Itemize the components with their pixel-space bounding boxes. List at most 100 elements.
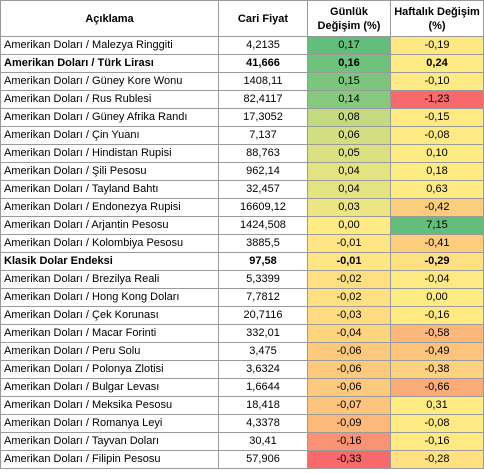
cell-weekly-change[interactable]: -0,41 [390, 234, 484, 253]
cell-price[interactable]: 962,14 [218, 162, 308, 181]
header-description[interactable]: Açıklama [0, 0, 219, 37]
cell-price[interactable]: 7,137 [218, 126, 308, 145]
cell-daily-change[interactable]: -0,06 [307, 378, 391, 397]
header-weekly-change[interactable]: Haftalık Değişim (%) [390, 0, 484, 37]
cell-daily-change[interactable]: 0,03 [307, 198, 391, 217]
cell-description[interactable]: Klasik Dolar Endeksi [0, 252, 219, 271]
header-daily-change[interactable]: Günlük Değişim (%) [307, 0, 391, 37]
cell-weekly-change[interactable]: -0,66 [390, 378, 484, 397]
cell-description[interactable]: Amerikan Doları / Endonezya Rupisi [0, 198, 219, 217]
cell-weekly-change[interactable]: -0,19 [390, 36, 484, 55]
cell-daily-change[interactable]: 0,06 [307, 126, 391, 145]
cell-price[interactable]: 3885,5 [218, 234, 308, 253]
cell-description[interactable]: Amerikan Doları / Tayland Bahtı [0, 180, 219, 199]
cell-daily-change[interactable]: 0,00 [307, 216, 391, 235]
cell-daily-change[interactable]: -0,04 [307, 324, 391, 343]
cell-description[interactable]: Amerikan Doları / Rus Rublesi [0, 90, 219, 109]
cell-price[interactable]: 3,6324 [218, 360, 308, 379]
cell-description[interactable]: Amerikan Doları / Hindistan Rupisi [0, 144, 219, 163]
cell-price[interactable]: 17,3052 [218, 108, 308, 127]
cell-description[interactable]: Amerikan Doları / Güney Afrika Randı [0, 108, 219, 127]
cell-daily-change[interactable]: -0,16 [307, 432, 391, 451]
cell-weekly-change[interactable]: -0,38 [390, 360, 484, 379]
cell-weekly-change[interactable]: -0,10 [390, 72, 484, 91]
cell-description[interactable]: Amerikan Doları / Bulgar Levası [0, 378, 219, 397]
cell-weekly-change[interactable]: -0,08 [390, 126, 484, 145]
cell-weekly-change[interactable]: -0,28 [390, 450, 484, 469]
cell-price[interactable]: 332,01 [218, 324, 308, 343]
cell-daily-change[interactable]: -0,09 [307, 414, 391, 433]
cell-weekly-change[interactable]: 0,24 [390, 54, 484, 73]
cell-price[interactable]: 30,41 [218, 432, 308, 451]
cell-weekly-change[interactable]: -0,29 [390, 252, 484, 271]
cell-price[interactable]: 1408,11 [218, 72, 308, 91]
cell-description[interactable]: Amerikan Doları / Peru Solu [0, 342, 219, 361]
cell-price[interactable]: 16609,12 [218, 198, 308, 217]
cell-description[interactable]: Amerikan Doları / Türk Lirası [0, 54, 219, 73]
cell-weekly-change[interactable]: 0,63 [390, 180, 484, 199]
cell-daily-change[interactable]: -0,03 [307, 306, 391, 325]
cell-description[interactable]: Amerikan Doları / Şili Pesosu [0, 162, 219, 181]
cell-daily-change[interactable]: -0,33 [307, 450, 391, 469]
cell-weekly-change[interactable]: -0,16 [390, 432, 484, 451]
cell-price[interactable]: 32,457 [218, 180, 308, 199]
cell-description[interactable]: Amerikan Doları / Brezilya Reali [0, 270, 219, 289]
cell-weekly-change[interactable]: -0,49 [390, 342, 484, 361]
cell-description[interactable]: Amerikan Doları / Romanya Leyi [0, 414, 219, 433]
cell-price[interactable]: 5,3399 [218, 270, 308, 289]
cell-daily-change[interactable]: -0,01 [307, 234, 391, 253]
cell-daily-change[interactable]: -0,06 [307, 342, 391, 361]
cell-daily-change[interactable]: -0,02 [307, 288, 391, 307]
cell-price[interactable]: 82,4117 [218, 90, 308, 109]
cell-price[interactable]: 18,418 [218, 396, 308, 415]
cell-weekly-change[interactable]: 0,00 [390, 288, 484, 307]
cell-description[interactable]: Amerikan Doları / Malezya Ringgiti [0, 36, 219, 55]
cell-weekly-change[interactable]: 0,10 [390, 144, 484, 163]
cell-daily-change[interactable]: 0,05 [307, 144, 391, 163]
cell-price[interactable]: 41,666 [218, 54, 308, 73]
cell-weekly-change[interactable]: 0,31 [390, 396, 484, 415]
cell-weekly-change[interactable]: 7,15 [390, 216, 484, 235]
cell-description[interactable]: Amerikan Doları / Çin Yuanı [0, 126, 219, 145]
cell-weekly-change[interactable]: -0,15 [390, 108, 484, 127]
header-price[interactable]: Cari Fiyat [218, 0, 308, 37]
cell-description[interactable]: Amerikan Doları / Polonya Zlotisi [0, 360, 219, 379]
cell-description[interactable]: Amerikan Doları / Meksika Pesosu [0, 396, 219, 415]
cell-daily-change[interactable]: 0,04 [307, 162, 391, 181]
cell-daily-change[interactable]: 0,08 [307, 108, 391, 127]
cell-daily-change[interactable]: 0,04 [307, 180, 391, 199]
cell-weekly-change[interactable]: -0,16 [390, 306, 484, 325]
cell-description[interactable]: Amerikan Doları / Tayvan Doları [0, 432, 219, 451]
cell-description[interactable]: Amerikan Doları / Filipin Pesosu [0, 450, 219, 469]
cell-weekly-change[interactable]: -0,08 [390, 414, 484, 433]
cell-description[interactable]: Amerikan Doları / Kolombiya Pesosu [0, 234, 219, 253]
cell-weekly-change[interactable]: 0,18 [390, 162, 484, 181]
cell-daily-change[interactable]: -0,07 [307, 396, 391, 415]
cell-daily-change[interactable]: -0,06 [307, 360, 391, 379]
cell-weekly-change[interactable]: -1,23 [390, 90, 484, 109]
cell-price[interactable]: 20,7116 [218, 306, 308, 325]
cell-price[interactable]: 3,475 [218, 342, 308, 361]
cell-weekly-change[interactable]: -0,04 [390, 270, 484, 289]
cell-daily-change[interactable]: -0,02 [307, 270, 391, 289]
cell-description[interactable]: Amerikan Doları / Çek Korunası [0, 306, 219, 325]
cell-price[interactable]: 1,6644 [218, 378, 308, 397]
cell-description[interactable]: Amerikan Doları / Hong Kong Doları [0, 288, 219, 307]
cell-weekly-change[interactable]: -0,58 [390, 324, 484, 343]
cell-price[interactable]: 4,3378 [218, 414, 308, 433]
cell-price[interactable]: 7,7812 [218, 288, 308, 307]
cell-description[interactable]: Amerikan Doları / Güney Kore Wonu [0, 72, 219, 91]
cell-price[interactable]: 88,763 [218, 144, 308, 163]
cell-price[interactable]: 97,58 [218, 252, 308, 271]
cell-daily-change[interactable]: 0,17 [307, 36, 391, 55]
cell-price[interactable]: 1424,508 [218, 216, 308, 235]
cell-description[interactable]: Amerikan Doları / Arjantin Pesosu [0, 216, 219, 235]
cell-description[interactable]: Amerikan Doları / Macar Forinti [0, 324, 219, 343]
cell-daily-change[interactable]: 0,15 [307, 72, 391, 91]
cell-weekly-change[interactable]: -0,42 [390, 198, 484, 217]
cell-daily-change[interactable]: 0,14 [307, 90, 391, 109]
cell-daily-change[interactable]: -0,01 [307, 252, 391, 271]
cell-daily-change[interactable]: 0,16 [307, 54, 391, 73]
cell-price[interactable]: 4,2135 [218, 36, 308, 55]
cell-price[interactable]: 57,906 [218, 450, 308, 469]
